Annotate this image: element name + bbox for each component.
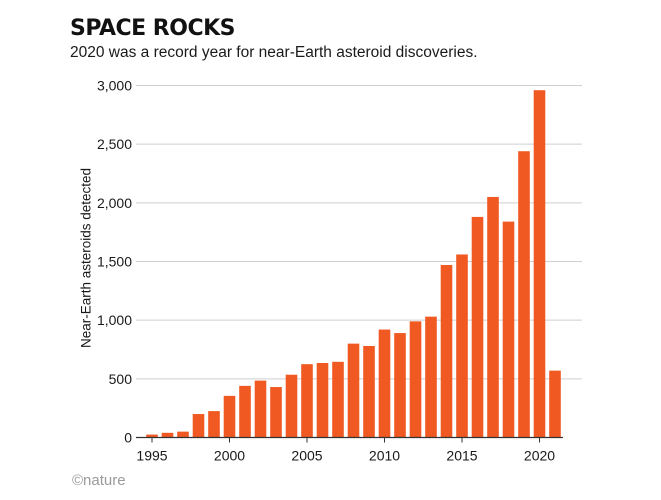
x-tick-label: 1995 — [136, 448, 167, 464]
bar-2001 — [239, 385, 251, 438]
chart-title: SPACE ROCKS — [70, 16, 236, 41]
gridlines — [136, 85, 582, 380]
x-tick-label: 2020 — [524, 448, 555, 464]
bar-2007 — [332, 361, 344, 438]
y-tick-label: 2,500 — [97, 136, 132, 152]
bar-2019 — [518, 151, 530, 438]
y-tick-label: 0 — [124, 430, 132, 446]
bar-1995 — [146, 434, 158, 438]
bars — [146, 90, 561, 438]
bar-2020 — [533, 90, 546, 438]
bar-1997 — [177, 431, 189, 438]
axes: 0 500 1,000 1,500 2,000 2,500 3,000 1995 2000 200… — [97, 78, 563, 464]
bar-2016 — [471, 216, 484, 438]
bar-2009 — [363, 345, 375, 438]
bar-1996 — [161, 432, 174, 438]
chart-subtitle: 2020 was a record year for near-Earth as… — [70, 44, 478, 61]
bar-2003 — [270, 387, 282, 438]
bar-2012 — [409, 321, 422, 438]
bar-1999 — [208, 411, 220, 438]
bar-2010 — [378, 329, 391, 438]
bar-2015 — [456, 254, 468, 438]
bar-2000 — [223, 395, 236, 438]
y-tick-label: 1,500 — [97, 254, 132, 270]
x-tick-label: 2015 — [446, 448, 477, 464]
y-tick-label: 1,000 — [97, 312, 132, 328]
bar-2008 — [347, 343, 360, 438]
y-tick-label: 500 — [109, 371, 133, 387]
bar-2005 — [301, 364, 313, 438]
x-tick-label: 2005 — [291, 448, 322, 464]
bar-2006 — [316, 362, 329, 438]
bar-2011 — [394, 333, 406, 438]
bar-2002 — [254, 380, 267, 438]
bar-2004 — [285, 374, 298, 438]
nature-credit-logo: ©nature — [72, 472, 126, 489]
bar-2014 — [440, 265, 453, 438]
x-tick-label: 2010 — [369, 448, 400, 464]
bar-1998 — [192, 414, 205, 438]
x-tick-label: 2000 — [214, 448, 245, 464]
y-tick-label: 3,000 — [97, 78, 132, 94]
y-tick-label: 2,000 — [97, 195, 132, 211]
bar-2017 — [487, 196, 499, 438]
bar-2021 — [549, 370, 561, 438]
bar-2013 — [425, 316, 437, 438]
bar-2018 — [502, 221, 515, 438]
